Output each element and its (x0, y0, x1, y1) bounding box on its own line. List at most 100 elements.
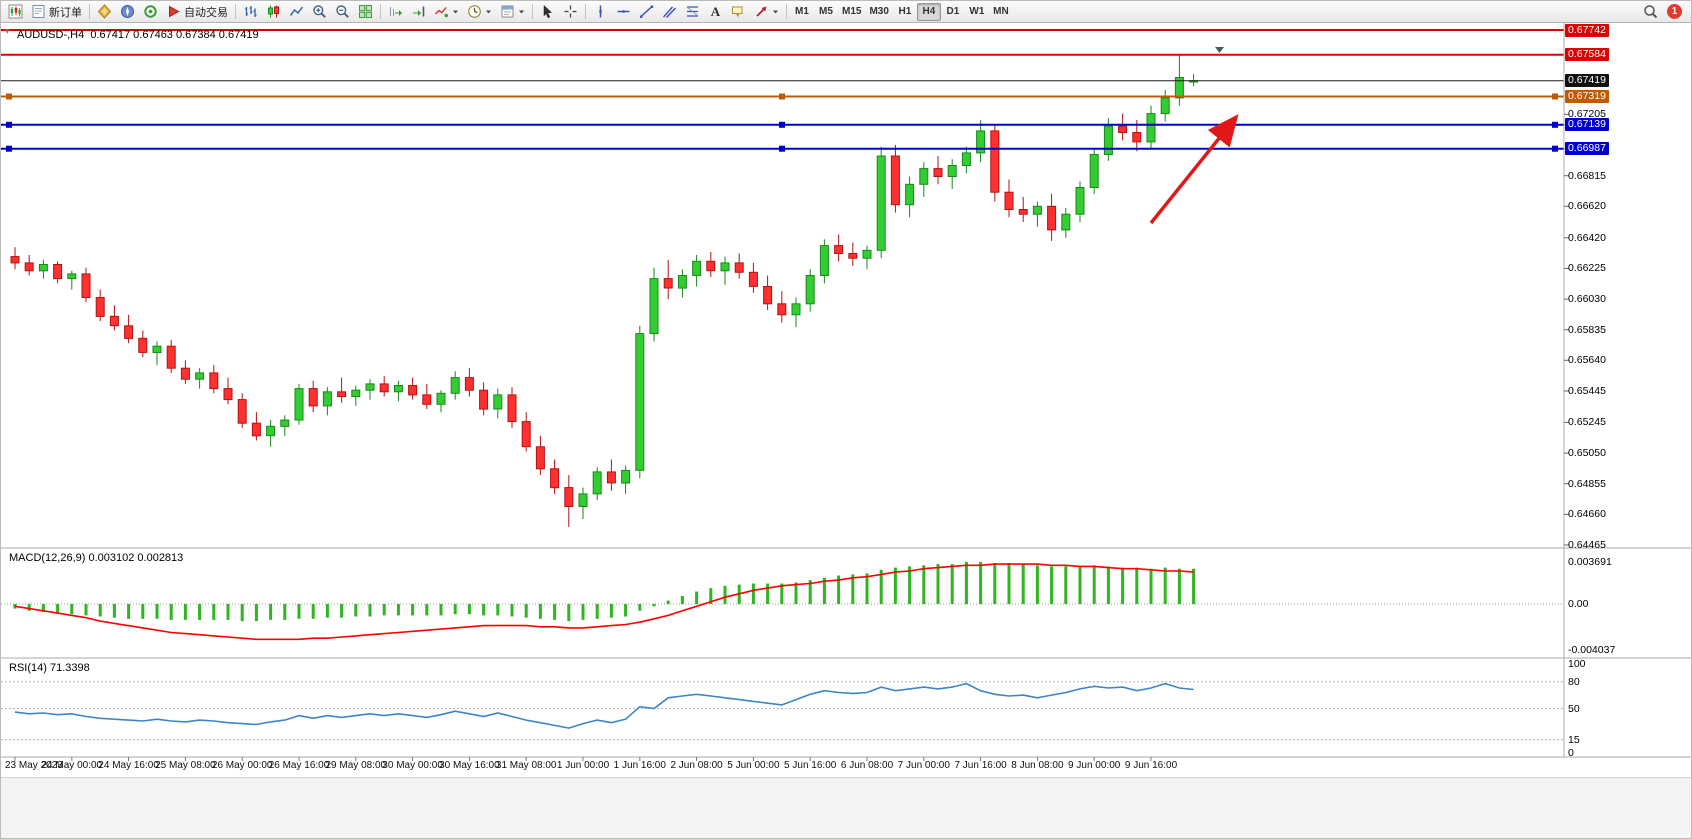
chart-canvas[interactable] (1, 23, 1692, 839)
rsi-axis-label: 15 (1568, 733, 1580, 746)
tile-windows-icon[interactable] (354, 2, 377, 22)
text-label-icon[interactable] (727, 2, 750, 22)
rsi-indicator-label: RSI(14) 71.3398 (9, 662, 90, 674)
candle-body (464, 377, 474, 391)
blue-level-line-lower-handle[interactable] (779, 145, 785, 152)
candle-body (819, 245, 829, 277)
orange-level-line-handle[interactable] (779, 93, 785, 100)
orange-level-line-handle[interactable] (6, 93, 12, 100)
candle-body (294, 388, 304, 421)
candle-body (692, 260, 702, 276)
one-click-trading-toggle[interactable]: ▾ (5, 26, 10, 36)
timeframe-h1[interactable]: H1 (893, 3, 917, 21)
candle-body (1118, 125, 1128, 133)
timeframe-w1[interactable]: W1 (965, 3, 989, 21)
candle-body (1103, 125, 1113, 155)
line-chart-mode-icon[interactable] (285, 2, 308, 22)
timeframe-h4[interactable]: H4 (916, 2, 941, 21)
candle-body (1018, 209, 1028, 215)
time-axis-label: 30 May 16:00 (439, 760, 500, 771)
market-watch-icon[interactable] (93, 2, 116, 22)
candle-body (961, 152, 971, 166)
candle-body (862, 249, 872, 259)
price-axis-tag: 0.67139 (1565, 118, 1609, 132)
candle-body (1146, 113, 1156, 143)
navigator-icon[interactable] (116, 2, 139, 22)
candle-body (95, 297, 105, 317)
arrows-dropdown[interactable] (750, 2, 783, 22)
vertical-line-icon[interactable] (589, 2, 612, 22)
chart-shift-icon[interactable] (407, 2, 430, 22)
blue-level-line-upper-handle[interactable] (779, 121, 785, 128)
search-button[interactable] (1639, 2, 1662, 22)
candle-body (1032, 205, 1042, 215)
periods-dropdown[interactable] (463, 2, 496, 22)
candle-body (166, 345, 176, 369)
templates-dropdown-icon (501, 5, 514, 18)
templates-dropdown[interactable] (496, 2, 529, 22)
timeframe-m15[interactable]: M15 (838, 3, 865, 21)
toolbar-separator (585, 4, 586, 19)
candle-body (777, 303, 787, 316)
timeframe-m5[interactable]: M5 (814, 3, 838, 21)
timeframe-mn[interactable]: MN (989, 3, 1013, 21)
indicators-dropdown[interactable] (430, 2, 463, 22)
timeframe-m1[interactable]: M1 (790, 3, 814, 21)
terminal-icon[interactable] (139, 2, 162, 22)
horizontal-line-icon[interactable] (612, 2, 635, 22)
candle-body (592, 471, 602, 495)
candle-body (308, 388, 318, 407)
zoom-out-icon (336, 5, 349, 18)
candle-body (990, 130, 1000, 193)
orange-level-line-handle[interactable] (1552, 93, 1558, 100)
candle-body (550, 468, 560, 489)
toolbar-right-group: 1 (1639, 2, 1690, 22)
candle-body (138, 337, 148, 353)
time-axis-label: 26 May 16:00 (268, 760, 330, 771)
candle-body (251, 422, 261, 437)
zoom-in-icon[interactable] (308, 2, 331, 22)
toolbar-separator (532, 4, 533, 19)
toolbar-left-group: 新订单 自动交易 A (4, 1, 790, 23)
candle-body (1089, 154, 1099, 188)
candle-body (436, 392, 446, 405)
blue-level-line-upper-handle[interactable] (6, 121, 12, 128)
new-chart-icon (8, 4, 23, 19)
zoom-out-icon[interactable] (331, 2, 354, 22)
candle-body (393, 385, 403, 393)
periods-dropdown-icon (468, 5, 481, 18)
auto-scroll-icon[interactable] (384, 2, 407, 22)
cursor-icon[interactable] (536, 2, 559, 22)
toolbar: 新订单 自动交易 A M1 M5 M15 M30 H1 H4 D1 W1 MN 1 (1, 1, 1691, 23)
candle-body (649, 278, 659, 335)
candle-body (1004, 191, 1014, 210)
crosshair-icon[interactable] (559, 2, 582, 22)
price-axis-tick-label: 0.66620 (1568, 200, 1606, 213)
notification-badge[interactable]: 1 (1667, 4, 1682, 19)
equidistant-channel-icon[interactable] (658, 2, 681, 22)
tile-windows-icon (359, 5, 372, 18)
blue-level-line-lower-handle[interactable] (6, 145, 12, 152)
timeframe-m30[interactable]: M30 (865, 3, 892, 21)
candle-body (351, 389, 361, 398)
candlestick-mode-icon[interactable] (262, 2, 285, 22)
time-axis-label: 24 May 16:00 (98, 760, 159, 771)
price-axis-tag: 0.67584 (1565, 48, 1609, 62)
price-axis-tick-label: 0.64465 (1568, 539, 1606, 551)
blue-level-line-lower-handle[interactable] (1552, 145, 1558, 152)
rsi-axis-label: 100 (1568, 658, 1586, 670)
new-order-button[interactable]: 新订单 (27, 2, 86, 22)
blue-level-line-upper-handle[interactable] (1552, 121, 1558, 128)
trendline-icon[interactable] (635, 2, 658, 22)
bar-chart-mode-icon[interactable] (239, 2, 262, 22)
chart-shift-marker[interactable] (1215, 47, 1224, 53)
text-icon[interactable]: A (704, 2, 727, 22)
auto-trading-button[interactable]: 自动交易 (162, 2, 232, 22)
time-axis-label: 1 Jun 16:00 (613, 760, 666, 771)
time-axis-label: 1 Jun 00:00 (556, 760, 610, 771)
timeframe-d1[interactable]: D1 (941, 3, 965, 21)
fibonacci-icon[interactable] (681, 2, 704, 22)
candle-body (124, 325, 134, 339)
annotation-arrow[interactable] (1149, 114, 1239, 225)
new-chart-icon[interactable] (4, 2, 27, 22)
